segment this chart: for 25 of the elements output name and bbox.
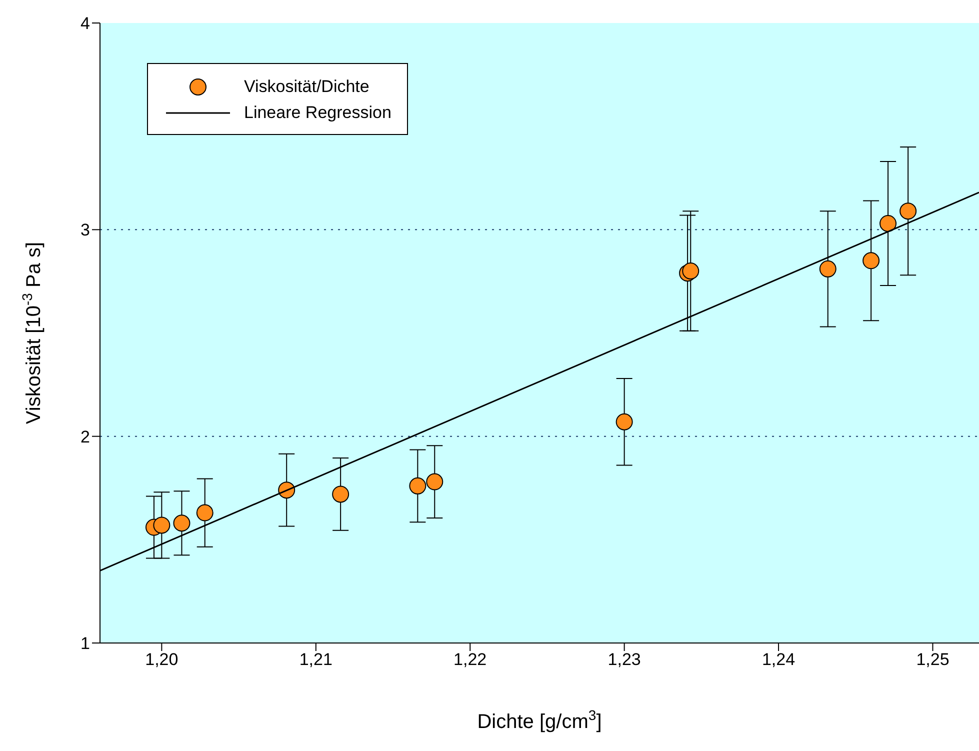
y-tick-label: 4 bbox=[80, 14, 90, 34]
x-tick-label: 1,23 bbox=[608, 650, 641, 670]
point bbox=[426, 473, 444, 490]
point bbox=[332, 486, 350, 503]
point bbox=[153, 516, 170, 534]
point bbox=[682, 262, 700, 280]
point bbox=[880, 214, 897, 232]
x-axis-title: Dichte [g/cm$^{3}$] bbox=[477, 707, 602, 733]
x-tick-label: 1,25 bbox=[916, 650, 950, 670]
point bbox=[862, 252, 880, 270]
point bbox=[196, 504, 214, 522]
x-tick-label: 1,21 bbox=[299, 650, 332, 670]
legend-label: Viskosität/Dichte bbox=[244, 77, 370, 97]
y-tick-label: 2 bbox=[80, 427, 90, 446]
point bbox=[173, 514, 190, 532]
point bbox=[616, 413, 633, 430]
point bbox=[900, 202, 917, 220]
x-tick-label: 1,24 bbox=[762, 650, 796, 670]
point bbox=[409, 477, 426, 494]
legend-label: Lineare Regression bbox=[244, 103, 392, 123]
x-tick-label: 1,22 bbox=[454, 650, 487, 670]
y-tick-label: 1 bbox=[80, 634, 90, 654]
point bbox=[819, 260, 836, 278]
y-tick-label: 3 bbox=[80, 220, 90, 240]
x-tick-label: 1,20 bbox=[145, 650, 178, 670]
